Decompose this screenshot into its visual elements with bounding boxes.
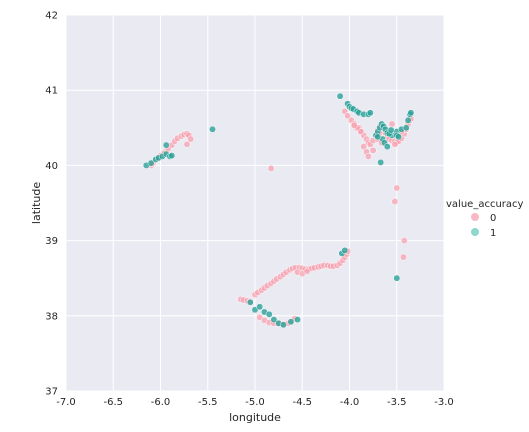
data-point-series-0 bbox=[183, 140, 191, 148]
x-tick-labels: -7.0 -6.5 -6.0 -5.5 -5.0 -4.5 -4.0 -3.5 -3.0 bbox=[56, 397, 454, 408]
legend: value_accuracy 0 1 bbox=[446, 199, 524, 239]
data-point-series-1 bbox=[336, 92, 344, 100]
y-tick-label: 40 bbox=[45, 161, 58, 172]
data-point-series-0 bbox=[393, 184, 401, 192]
data-point-series-0 bbox=[388, 120, 396, 128]
data-point-series-1 bbox=[402, 124, 410, 132]
data-point-series-1 bbox=[393, 274, 401, 282]
data-point-series-1 bbox=[147, 159, 155, 167]
data-point-series-1 bbox=[256, 303, 264, 311]
data-point-series-1 bbox=[404, 116, 412, 124]
y-tick-labels: 37 38 39 40 41 42 bbox=[45, 11, 58, 398]
x-tick-label: -6.5 bbox=[103, 397, 123, 408]
data-point-series-0 bbox=[369, 146, 377, 154]
grid-lines bbox=[65, 14, 445, 392]
legend-label-0: 0 bbox=[490, 213, 496, 224]
data-point-series-1 bbox=[162, 141, 170, 149]
data-point-series-0 bbox=[267, 164, 275, 172]
y-tick-label: 42 bbox=[45, 11, 58, 22]
data-point-series-1 bbox=[395, 133, 403, 141]
x-tick-label: -5.0 bbox=[245, 397, 265, 408]
legend-marker-0 bbox=[471, 213, 479, 221]
legend-label-1: 1 bbox=[490, 228, 496, 239]
y-tick-label: 39 bbox=[45, 236, 58, 247]
data-point-series-0 bbox=[303, 267, 311, 275]
data-point-series-0 bbox=[344, 112, 352, 120]
data-point-series-1 bbox=[279, 321, 287, 329]
x-tick-label: -7.0 bbox=[56, 397, 76, 408]
data-point-series-1 bbox=[294, 316, 301, 324]
y-tick-label: 38 bbox=[45, 311, 58, 322]
data-point-series-1 bbox=[209, 125, 216, 133]
data-point-series-0 bbox=[391, 198, 399, 205]
data-point-series-1 bbox=[246, 298, 254, 306]
x-axis-title: longitude bbox=[229, 411, 281, 424]
data-point-series-1 bbox=[377, 158, 385, 166]
x-tick-label: -4.5 bbox=[292, 397, 312, 408]
data-point-series-1 bbox=[366, 109, 374, 117]
data-point-series-1 bbox=[341, 246, 349, 254]
data-point-series-0 bbox=[360, 143, 368, 151]
y-tick-label: 37 bbox=[45, 387, 58, 398]
data-point-series-0 bbox=[399, 253, 407, 261]
legend-marker-1 bbox=[471, 228, 479, 236]
x-tick-label: -3.5 bbox=[387, 397, 407, 408]
data-point-series-1 bbox=[287, 318, 295, 326]
data-point-series-0 bbox=[350, 122, 358, 129]
data-point-series-1 bbox=[168, 152, 176, 160]
data-point-series-0 bbox=[391, 140, 399, 148]
x-tick-label: -5.5 bbox=[198, 397, 218, 408]
data-point-series-1 bbox=[374, 133, 382, 141]
y-axis-title: latitude bbox=[30, 182, 43, 224]
x-tick-label: -6.0 bbox=[151, 397, 171, 408]
data-point-series-1 bbox=[407, 109, 415, 117]
data-point-series-1 bbox=[270, 316, 278, 324]
data-point-series-0 bbox=[400, 237, 408, 245]
data-point-series-0 bbox=[364, 152, 372, 160]
legend-title: value_accuracy bbox=[446, 199, 524, 210]
x-tick-label: -3.0 bbox=[434, 397, 454, 408]
data-points bbox=[142, 92, 415, 329]
data-point-series-1 bbox=[383, 143, 391, 151]
data-point-series-1 bbox=[387, 126, 395, 134]
data-point-series-1 bbox=[265, 310, 273, 318]
y-tick-label: 41 bbox=[45, 86, 58, 97]
x-tick-label: -4.0 bbox=[340, 397, 360, 408]
data-point-series-0 bbox=[187, 135, 195, 143]
